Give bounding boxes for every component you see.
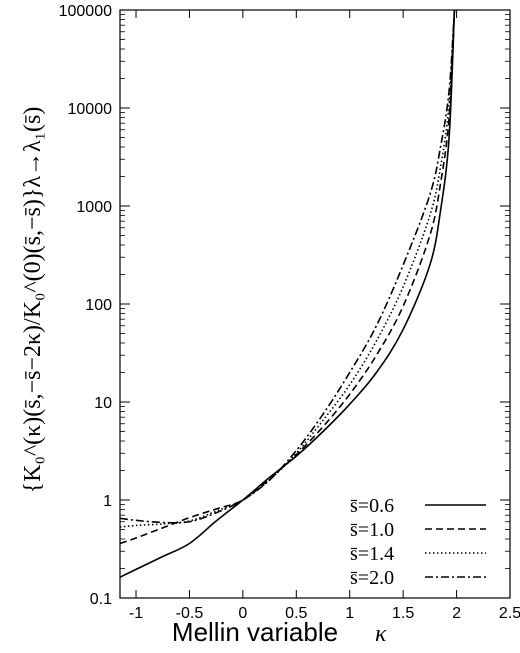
x-tick-label: 1 bbox=[345, 605, 354, 622]
legend-label: s̄=2.0 bbox=[350, 567, 394, 589]
x-tick-label: -1 bbox=[129, 605, 143, 622]
legend: s̄=0.6s̄=1.0s̄=1.4s̄=2.0 bbox=[350, 495, 486, 589]
y-tick-label: 100 bbox=[85, 297, 112, 314]
legend-label: s̄=1.4 bbox=[350, 543, 394, 565]
series-line-0 bbox=[120, 10, 456, 578]
x-tick-label: 0.5 bbox=[285, 605, 307, 622]
x-tick-label: 2.5 bbox=[499, 605, 520, 622]
x-tick-label: 0 bbox=[238, 605, 247, 622]
x-axis-ticks: -1 -0.5 0 0.5 1 1.5 2 2.5 bbox=[129, 10, 520, 622]
legend-label: s̄=1.0 bbox=[350, 519, 394, 541]
series-line-3 bbox=[120, 10, 456, 524]
y-tick-label: 0.1 bbox=[90, 591, 112, 608]
x-tick-label: 2 bbox=[452, 605, 461, 622]
x-tick-label: -0.5 bbox=[176, 605, 204, 622]
y-axis-title: {K₀^(κ)(s̄,−s̄−2κ)/K₀^(0)(s̄,−s̄)}λ→λ₁(s… bbox=[20, 107, 46, 494]
series-line-1 bbox=[120, 10, 456, 545]
series-curves bbox=[120, 10, 456, 578]
legend-label: s̄=0.6 bbox=[350, 495, 394, 517]
series-line-2 bbox=[120, 10, 456, 528]
y-tick-label: 10000 bbox=[68, 101, 113, 118]
y-tick-label: 10 bbox=[94, 395, 112, 412]
y-axis-ticks: 0.1 1 10 100 1000 10000 100000 bbox=[59, 3, 510, 608]
y-tick-label: 1 bbox=[103, 493, 112, 510]
x-axis-title: Mellin variable bbox=[172, 617, 338, 647]
y-tick-label: 100000 bbox=[59, 3, 112, 20]
x-tick-label: 1.5 bbox=[392, 605, 414, 622]
x-axis-symbol: κ bbox=[375, 621, 387, 647]
y-tick-label: 1000 bbox=[76, 199, 112, 216]
